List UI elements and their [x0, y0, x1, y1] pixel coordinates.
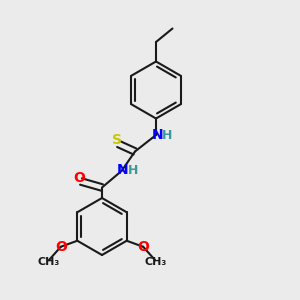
Text: CH₃: CH₃	[145, 257, 167, 267]
Text: H: H	[128, 164, 138, 177]
Text: O: O	[74, 171, 86, 185]
Text: S: S	[112, 134, 122, 147]
Text: O: O	[55, 240, 67, 254]
Text: O: O	[137, 240, 149, 254]
Text: H: H	[162, 128, 172, 142]
Text: CH₃: CH₃	[37, 257, 59, 267]
Text: N: N	[152, 128, 163, 142]
Text: N: N	[117, 164, 129, 177]
